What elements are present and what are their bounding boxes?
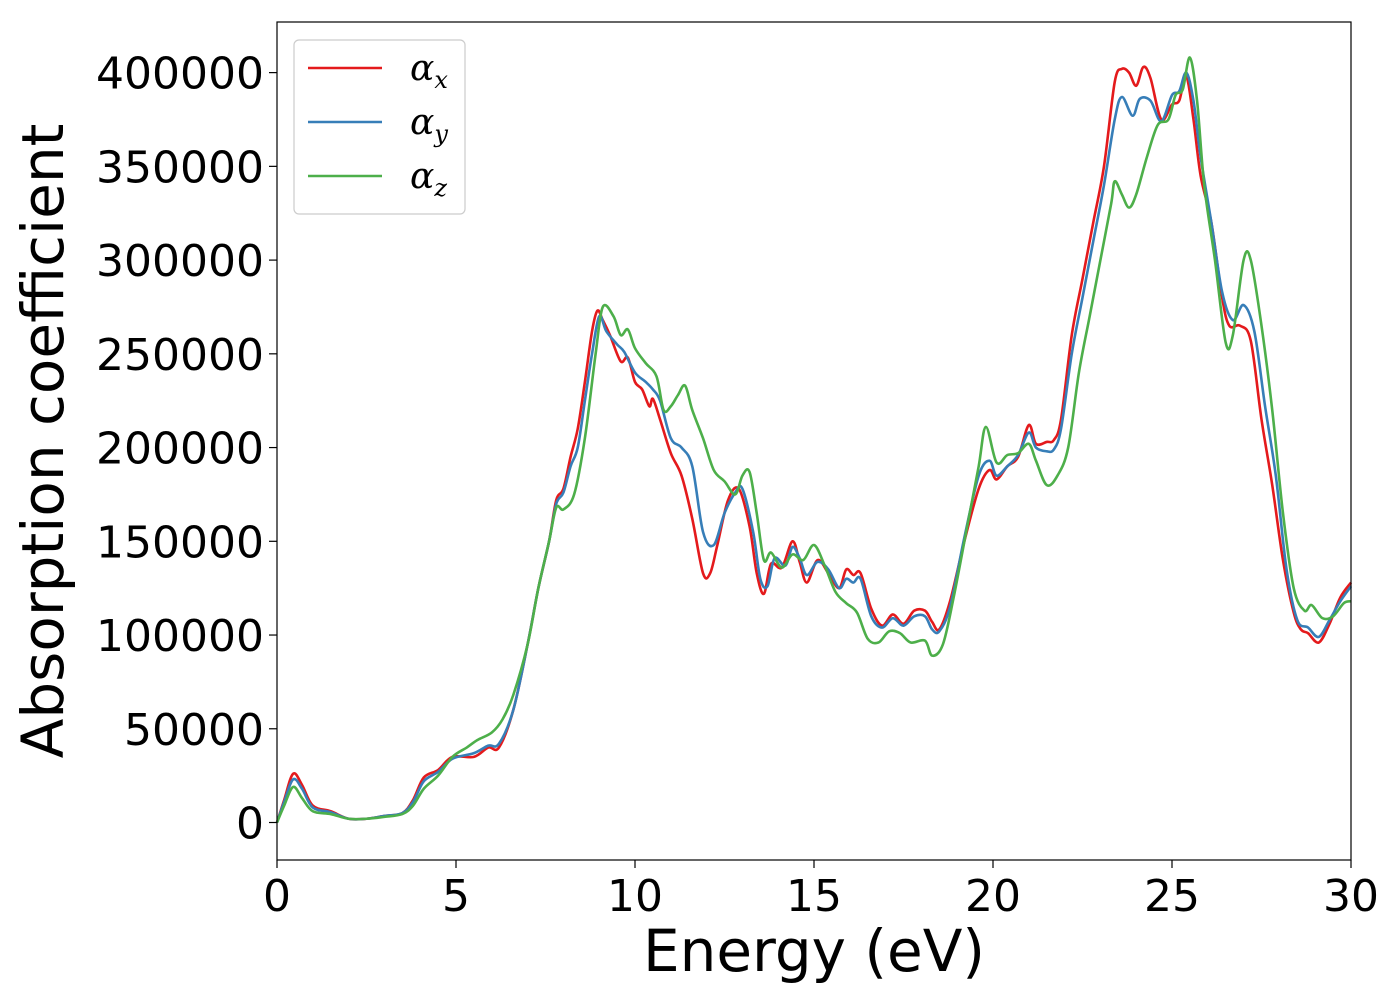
x-tick-label: 30 (1323, 871, 1379, 922)
y-tick-label: 200000 (96, 424, 264, 475)
y-tick-label: 300000 (96, 236, 264, 287)
legend: αx αy αz (293, 39, 466, 215)
legend-entry-y: αy (410, 102, 448, 148)
y-tick-label: 150000 (96, 517, 264, 568)
series-layer (275, 56, 1353, 824)
x-axis-label: Energy (eV) (643, 917, 985, 985)
y-tick-label: 100000 (96, 611, 264, 662)
x-tick-label: 20 (965, 871, 1021, 922)
series-line-z (275, 56, 1352, 824)
x-tick-label: 15 (786, 871, 842, 922)
x-tick-label: 0 (263, 871, 291, 922)
x-tick-label: 10 (607, 871, 663, 922)
x-tick-label: 5 (442, 871, 470, 922)
y-tick-label: 0 (236, 799, 264, 850)
legend-entry-x: αx (410, 48, 448, 94)
legend-frame (293, 39, 466, 215)
y-axis-label: Absorption coefficient (9, 124, 77, 759)
y-tick-label: 350000 (96, 142, 264, 193)
y-axis: 0 50000 100000 150000 200000 250000 300000 3500… (96, 49, 277, 850)
x-axis: 0 5 10 15 20 25 30 (263, 860, 1379, 922)
y-tick-label: 250000 (96, 330, 264, 381)
x-tick-label: 25 (1144, 871, 1200, 922)
legend-entry-z: αz (410, 156, 447, 202)
y-tick-label: 400000 (96, 49, 264, 100)
y-tick-label: 50000 (124, 705, 264, 756)
